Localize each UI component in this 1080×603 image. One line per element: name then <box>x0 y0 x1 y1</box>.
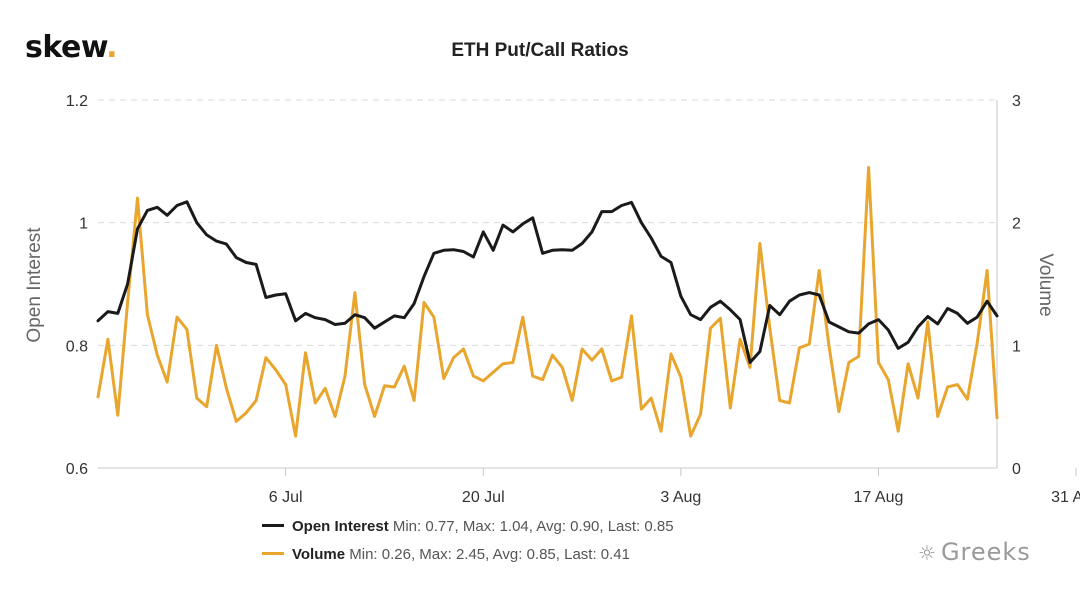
x-tick-label: 17 Aug <box>854 489 904 506</box>
legend-summary-volume: Min: 0.26, Max: 2.45, Avg: 0.85, Last: 0… <box>349 546 630 563</box>
skew-logo: skew. <box>25 30 118 65</box>
series-line-open-interest <box>96 200 999 364</box>
x-tick-label: 31 Aug <box>1051 489 1080 506</box>
grid-lines <box>98 99 997 346</box>
y-axis-right-title: Volume <box>1035 253 1056 316</box>
series-line-volume <box>96 166 999 438</box>
y-right-tick-label: 1 <box>1012 338 1021 355</box>
chart-axes <box>98 100 1077 476</box>
legend-item-volume[interactable]: Volume Min: 0.26, Max: 2.45, Avg: 0.85, … <box>262 546 630 563</box>
wechat-icon: ☼ <box>918 541 937 565</box>
legend-label-open-interest: Open Interest <box>292 518 389 535</box>
y-left-tick-label: 0.8 <box>66 338 88 355</box>
y-right-tick-label: 3 <box>1012 93 1021 110</box>
x-tick-label: 3 Aug <box>660 489 701 506</box>
legend-swatch-volume <box>262 551 284 555</box>
legend-item-open-interest[interactable]: Open Interest Min: 0.77, Max: 1.04, Avg:… <box>262 518 674 535</box>
legend-label-volume: Volume <box>292 546 346 563</box>
legend-swatch-open-interest <box>262 523 284 527</box>
x-tick-label: 20 Jul <box>462 489 505 506</box>
watermark-text: Greeks <box>940 538 1031 566</box>
tick-labels: 0.6 0.8 1 1.2 0 1 2 3 6 Jul 20 Jul 3 Aug 17 Aug 31 A… <box>66 93 1080 506</box>
x-tick-label: 6 Jul <box>269 489 303 506</box>
y-left-tick-label: 1.2 <box>66 93 88 110</box>
series-lines <box>96 166 999 438</box>
y-left-tick-label: 1 <box>79 216 88 233</box>
watermark: ☼ Greeks <box>918 538 1031 566</box>
y-right-tick-label: 0 <box>1012 461 1021 478</box>
y-right-tick-label: 2 <box>1012 216 1021 233</box>
y-left-tick-label: 0.6 <box>66 461 88 478</box>
legend-summary-open-interest: Min: 0.77, Max: 1.04, Avg: 0.90, Last: 0… <box>392 518 674 535</box>
chart-title: ETH Put/Call Ratios <box>451 40 629 61</box>
y-axis-left-title: Open Interest <box>24 227 45 343</box>
